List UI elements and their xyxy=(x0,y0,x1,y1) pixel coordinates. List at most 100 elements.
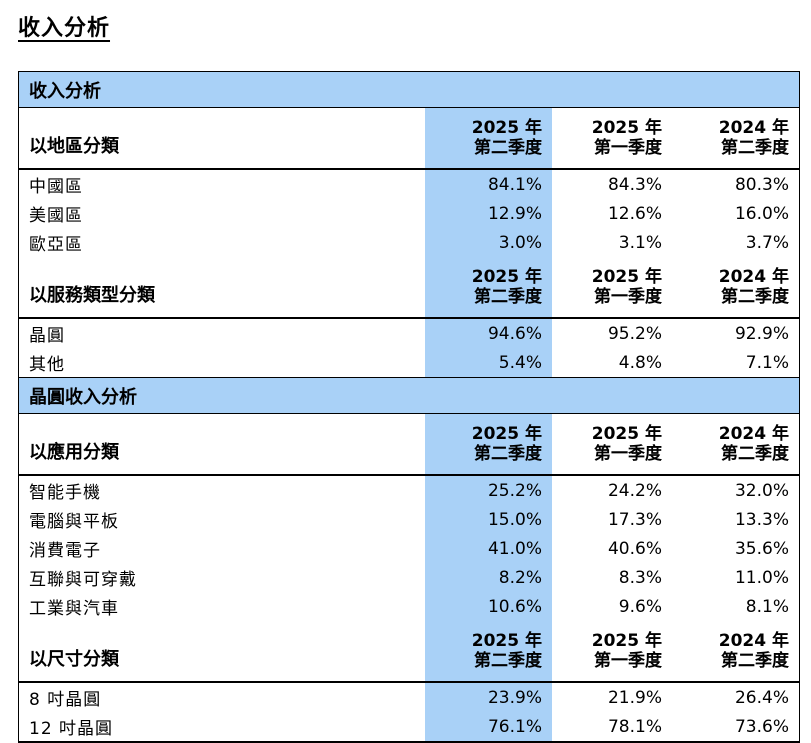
group-label: 以應用分類 xyxy=(19,413,425,476)
row-value: 84.1% xyxy=(425,169,552,199)
row-label: 工業與汽車 xyxy=(29,599,119,619)
row-value: 26.4% xyxy=(734,687,789,708)
row-value: 8.1% xyxy=(745,596,789,617)
group-label: 以地區分類 xyxy=(19,107,425,170)
row-label: 歐亞區 xyxy=(29,235,83,255)
row-value: 80.3% xyxy=(734,174,789,195)
period-quarter: 第二季度 xyxy=(721,287,789,307)
period-header: 2025 年第一季度 xyxy=(552,257,672,319)
row-value: 13.3% xyxy=(734,509,789,530)
period-header: 2025 年第二季度 xyxy=(425,621,552,683)
row-label: 美國區 xyxy=(29,206,83,226)
row-label: 其他 xyxy=(19,348,425,378)
period-year: 2024 年 xyxy=(718,424,789,444)
table-row: 消費電子 41.0% 40.6% 35.6% xyxy=(19,534,799,563)
row-label: 12 吋晶圓 xyxy=(29,719,114,739)
row-value: 24.2% xyxy=(607,480,662,501)
row-value: 3.0% xyxy=(425,228,552,257)
row-value: 76.1% xyxy=(425,712,552,741)
row-value: 21.9% xyxy=(607,687,662,708)
period-year: 2025 年 xyxy=(471,631,542,651)
row-value: 94.6% xyxy=(425,318,552,348)
table-row: 智能手機 25.2% 24.2% 32.0% xyxy=(19,475,799,505)
table-row: 12 吋晶圓 76.1% 78.1% 73.6% xyxy=(19,712,799,741)
row-label: 智能手機 xyxy=(29,483,101,503)
row-value: 78.1% xyxy=(607,716,662,737)
period-header: 2024 年第二季度 xyxy=(672,413,799,476)
period-quarter: 第一季度 xyxy=(594,444,662,464)
period-header: 2024 年第二季度 xyxy=(672,107,799,170)
period-quarter: 第二季度 xyxy=(474,138,542,158)
period-quarter: 第二季度 xyxy=(721,444,789,464)
row-value: 5.4% xyxy=(425,348,552,378)
row-value: 11.0% xyxy=(734,567,789,588)
row-value: 16.0% xyxy=(734,203,789,224)
table-row: 工業與汽車 10.6% 9.6% 8.1% xyxy=(19,592,799,621)
period-header: 2024 年第二季度 xyxy=(672,621,799,683)
row-label: 互聯與可穿戴 xyxy=(29,570,137,590)
period-quarter: 第二季度 xyxy=(474,287,542,307)
row-value: 92.9% xyxy=(734,323,789,344)
row-value: 84.3% xyxy=(607,174,662,195)
period-year: 2025 年 xyxy=(471,118,542,138)
group-label: 以服務類型分類 xyxy=(19,257,425,319)
table-row: 8 吋晶圓 23.9% 21.9% 26.4% xyxy=(19,682,799,712)
row-value: 8.2% xyxy=(425,563,552,592)
group-label: 以尺寸分類 xyxy=(19,621,425,683)
table-row: 歐亞區 3.0% 3.1% 3.7% xyxy=(19,228,799,257)
period-year: 2024 年 xyxy=(718,118,789,138)
section-title: 收入分析 xyxy=(19,71,799,108)
period-quarter: 第二季度 xyxy=(474,444,542,464)
table-row: 電腦與平板 15.0% 17.3% 13.3% xyxy=(19,505,799,534)
row-value: 12.6% xyxy=(607,203,662,224)
period-header: 2025 年第一季度 xyxy=(552,413,672,476)
period-year: 2025 年 xyxy=(591,424,662,444)
period-quarter: 第二季度 xyxy=(721,138,789,158)
period-quarter: 第二季度 xyxy=(721,651,789,671)
period-year: 2025 年 xyxy=(591,118,662,138)
row-value: 35.6% xyxy=(734,538,789,559)
period-header: 2025 年第一季度 xyxy=(552,107,672,170)
row-value: 4.8% xyxy=(552,348,672,378)
row-value: 9.6% xyxy=(618,596,662,617)
row-value: 95.2% xyxy=(607,323,662,344)
period-header: 2025 年第二季度 xyxy=(425,413,552,476)
revenue-analysis-table: 收入分析 以地區分類 2025 年第二季度 2025 年第一季度 2024 年第二季度中… xyxy=(18,71,800,743)
period-header: 2025 年第二季度 xyxy=(425,107,552,170)
section-title: 晶圓收入分析 xyxy=(19,377,799,414)
period-header: 2025 年第二季度 xyxy=(425,257,552,319)
table-row: 其他 5.4% 4.8% 7.1% xyxy=(19,348,799,378)
period-quarter: 第一季度 xyxy=(594,138,662,158)
period-year: 2025 年 xyxy=(591,267,662,287)
period-year: 2024 年 xyxy=(718,631,789,651)
group-header-row: 以應用分類 2025 年第二季度 2025 年第一季度 2024 年第二季度 xyxy=(19,413,799,476)
row-value: 40.6% xyxy=(607,538,662,559)
row-value: 12.9% xyxy=(425,199,552,228)
period-quarter: 第一季度 xyxy=(594,287,662,307)
row-label: 電腦與平板 xyxy=(29,512,119,532)
period-year: 2025 年 xyxy=(471,424,542,444)
row-label: 8 吋晶圓 xyxy=(29,690,102,710)
period-year: 2025 年 xyxy=(471,267,542,287)
period-quarter: 第一季度 xyxy=(594,651,662,671)
row-label: 晶圓 xyxy=(29,326,65,346)
row-label: 消費電子 xyxy=(29,541,101,561)
row-value: 8.3% xyxy=(618,567,662,588)
page-title: 收入分析 xyxy=(18,16,111,41)
row-value: 23.9% xyxy=(425,682,552,712)
period-year: 2025 年 xyxy=(591,631,662,651)
row-value: 3.1% xyxy=(618,232,662,253)
row-label: 中國區 xyxy=(29,177,83,197)
row-value: 73.6% xyxy=(734,716,789,737)
period-year: 2024 年 xyxy=(718,267,789,287)
table-row: 中國區 84.1% 84.3% 80.3% xyxy=(19,169,799,199)
group-header-row: 以地區分類 2025 年第二季度 2025 年第一季度 2024 年第二季度 xyxy=(19,107,799,170)
table-row: 晶圓 94.6% 95.2% 92.9% xyxy=(19,318,799,348)
section-header-wafer-revenue: 晶圓收入分析 xyxy=(19,377,799,414)
period-header: 2025 年第一季度 xyxy=(552,621,672,683)
row-value: 7.1% xyxy=(672,348,799,378)
table-row: 互聯與可穿戴 8.2% 8.3% 11.0% xyxy=(19,563,799,592)
row-value: 17.3% xyxy=(607,509,662,530)
row-value: 3.7% xyxy=(745,232,789,253)
row-value: 41.0% xyxy=(425,534,552,563)
